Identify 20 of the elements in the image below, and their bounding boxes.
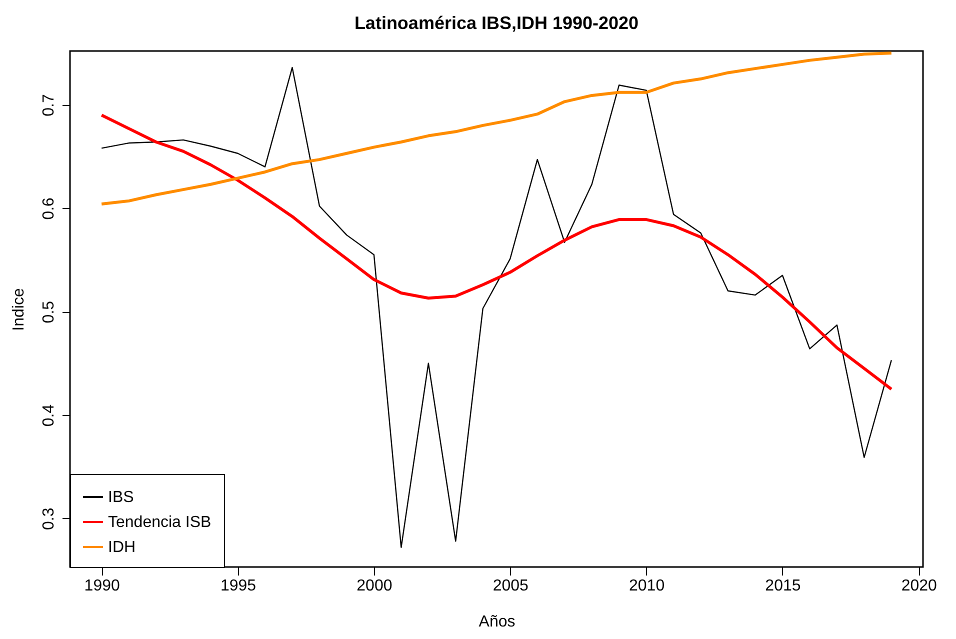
legend-label: IBS [108,489,134,506]
line-series [100,114,893,391]
x-tick-label: 1995 [220,578,256,594]
y-tick-label: 0.3 [40,508,58,530]
x-tick-label: 2015 [765,578,801,594]
y-tick-label: 0.6 [40,197,58,220]
legend-label: IDH [108,539,136,556]
chart-title: Latinoamérica IBS,IDH 1990-2020 [354,13,639,33]
y-tick-label: 0.7 [40,94,58,116]
x-tick-label: 2005 [492,578,529,594]
y-tick-label: 0.4 [40,404,58,427]
y-axis-title: Indice [10,288,28,331]
x-tick-label: 1990 [84,578,120,594]
x-tick-label: 2010 [628,578,665,594]
y-tick-label: 0.5 [40,300,58,324]
x-axis-title: Años [478,614,516,630]
line-series [100,52,893,206]
legend-label: Tendencia ISB [108,514,212,531]
x-tick-label: 2000 [356,578,392,594]
x-tick-label: 2020 [901,578,938,594]
